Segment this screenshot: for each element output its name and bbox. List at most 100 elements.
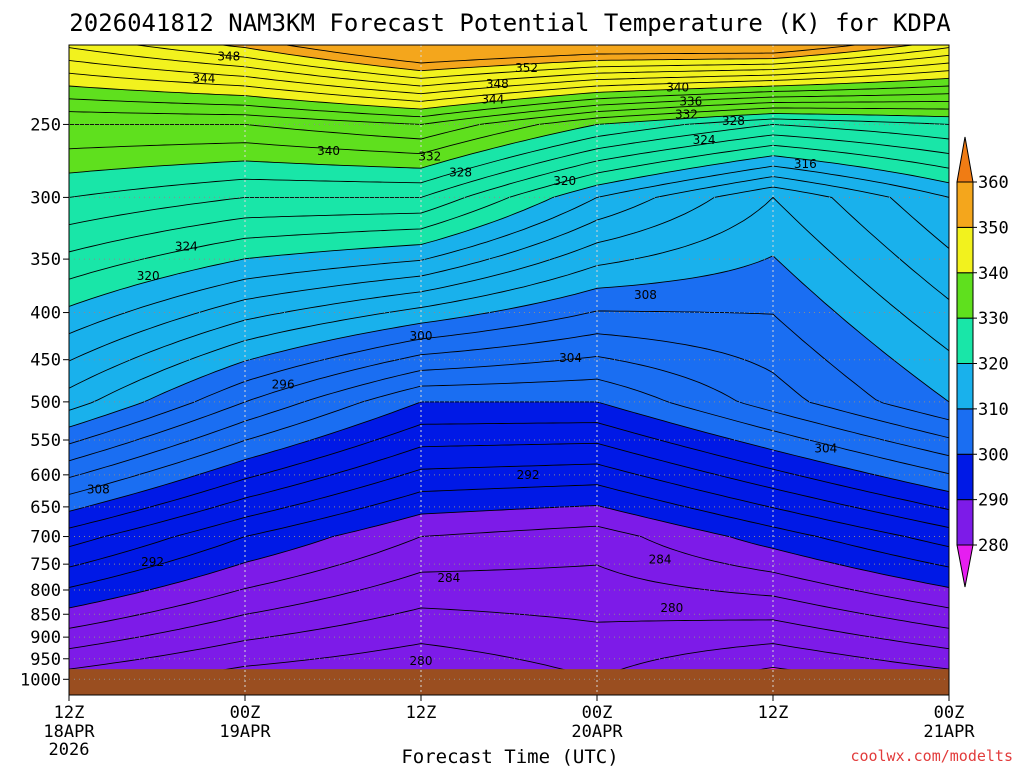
y-tick-label: 350 <box>30 250 61 270</box>
contour-292 <box>69 484 949 588</box>
colorbar-swatch <box>956 317 974 364</box>
y-tick-label: 750 <box>30 555 61 575</box>
grid-lines <box>69 45 949 695</box>
y-tick-label: 950 <box>30 650 61 670</box>
contour-label: 292 <box>141 555 164 569</box>
contour-label: 280 <box>660 601 683 615</box>
contour-318 <box>69 165 949 335</box>
contour-label: 344 <box>481 93 504 107</box>
y-tick-label: 850 <box>30 605 61 625</box>
colorbar-swatch <box>956 408 974 455</box>
ground-layer <box>69 669 949 695</box>
contour-label: 348 <box>486 77 509 91</box>
contour-328 <box>69 118 949 198</box>
contour-lines <box>69 45 949 695</box>
contour-label: 284 <box>437 571 460 585</box>
y-tick-label: 250 <box>30 115 61 135</box>
contour-label: 280 <box>410 654 433 668</box>
x-axis-label: Forecast Time (UTC) <box>401 746 618 768</box>
contour-312 <box>69 196 949 411</box>
contour-344 <box>69 59 949 95</box>
y-tick-label: 600 <box>30 466 61 486</box>
contour-302 <box>69 378 949 495</box>
contour-284 <box>69 607 949 670</box>
colorbar-label: 300 <box>978 445 1009 465</box>
colorbar-min-arrow <box>956 544 974 588</box>
contour-346 <box>69 47 949 87</box>
colorbar-label: 360 <box>978 173 1009 193</box>
contour-288 <box>69 525 949 629</box>
plot-area <box>69 45 949 695</box>
colorbar-swatch <box>956 363 974 410</box>
contour-label: 328 <box>449 166 472 180</box>
contour-350 <box>217 45 916 72</box>
x-tick-year: 2026 <box>49 740 90 760</box>
colorbar-label: 340 <box>978 264 1009 284</box>
colorbar-label: 320 <box>978 355 1009 375</box>
y-tick-label: 700 <box>30 528 61 548</box>
contour-348 <box>133 45 949 79</box>
contour-308 <box>69 310 949 445</box>
contour-label: 324 <box>175 239 198 253</box>
credit-link[interactable]: coolwx.com/modelts <box>850 747 1013 765</box>
contour-310 <box>69 255 949 428</box>
colorbar: 280 290 300 310 320 330 340 350 360 <box>956 136 1009 588</box>
colorbar-label: 290 <box>978 491 1009 511</box>
x-tick-label: 12Z <box>758 703 789 723</box>
colorbar-label: 330 <box>978 309 1009 329</box>
contour-label: 332 <box>418 150 441 164</box>
contour-304 <box>69 355 949 479</box>
contour-334 <box>69 100 949 140</box>
x-tick-label: 12Z <box>54 703 85 723</box>
contour-label: 308 <box>634 288 657 302</box>
chart-title: 2026041812 NAM3KM Forecast Potential Tem… <box>69 9 951 37</box>
x-tick-label: 00Z <box>230 703 261 723</box>
contour-340 <box>69 77 949 110</box>
contour-290 <box>69 505 949 609</box>
y-tick-label: 1000 <box>20 670 61 690</box>
y-tick-label: 300 <box>30 188 61 208</box>
contour-label: 316 <box>794 157 817 171</box>
x-tick-date: 20APR <box>571 722 623 742</box>
x-tick-label: 00Z <box>582 703 613 723</box>
y-tick-label: 800 <box>30 581 61 601</box>
contour-label: 304 <box>559 351 582 365</box>
x-tick-date: 18APR <box>43 722 95 742</box>
contour-label: 340 <box>317 144 340 158</box>
contour-320 <box>69 155 949 307</box>
contour-342 <box>69 70 949 102</box>
contour-332 <box>69 107 949 155</box>
contour-label: 324 <box>693 133 716 147</box>
contour-label: 308 <box>87 482 110 496</box>
contour-label: 352 <box>515 61 538 75</box>
contour-label: 320 <box>553 174 576 188</box>
colorbar-swatch <box>956 499 974 546</box>
contour-306 <box>69 333 949 462</box>
contour-316 <box>69 176 949 362</box>
contour-324 <box>69 134 949 253</box>
contour-label: 300 <box>410 329 433 343</box>
contour-314 <box>69 186 949 389</box>
colorbar-max-arrow <box>956 136 974 183</box>
contour-label: 344 <box>192 72 215 86</box>
contour-298 <box>69 422 949 529</box>
contour-label: 292 <box>517 468 540 482</box>
contour-352 <box>283 45 860 64</box>
x-tick-date: 19APR <box>219 722 271 742</box>
y-axis: 250 300 350 400 450 500 550 600 650 700 750 800 850 9… <box>20 115 69 690</box>
y-tick-label: 450 <box>30 351 61 371</box>
plot-frame <box>68 44 950 696</box>
contour-label: 340 <box>666 81 689 95</box>
contour-label: 336 <box>679 94 702 108</box>
contour-label: 328 <box>722 114 745 128</box>
contour-294 <box>69 463 949 568</box>
y-tick-label: 650 <box>30 498 61 518</box>
contour-label: 296 <box>272 378 295 392</box>
colorbar-swatch <box>956 226 974 274</box>
contour-286 <box>69 564 949 650</box>
colorbar-swatch <box>956 453 974 501</box>
contour-label: 332 <box>675 108 698 122</box>
